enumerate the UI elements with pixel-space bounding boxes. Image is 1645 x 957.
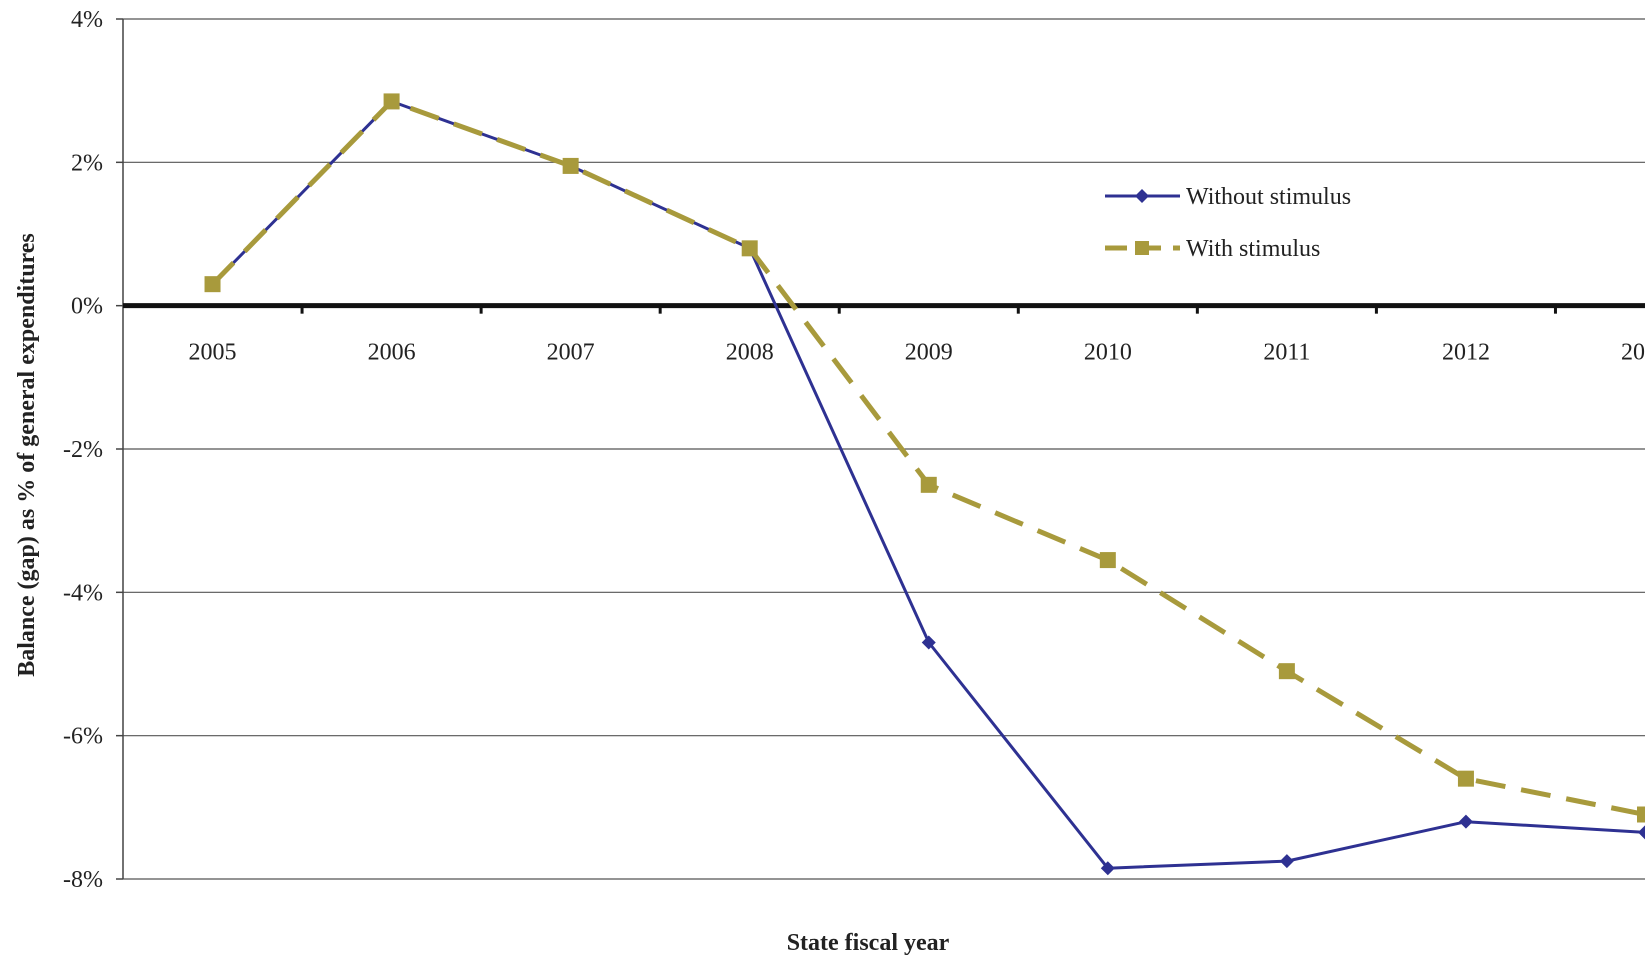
y-tick-label: -4% [63, 580, 103, 606]
x-tick-label: 2009 [905, 340, 953, 366]
data-point [1637, 806, 1645, 823]
legend-marker-square [1135, 241, 1149, 255]
x-tick-label: 2008 [726, 340, 774, 366]
series-layer [204, 93, 1645, 876]
data-point [1099, 552, 1116, 569]
data-point [1279, 854, 1294, 869]
data-point [1278, 663, 1295, 680]
y-tick-label: -6% [63, 724, 103, 750]
x-tick-label: 2007 [547, 340, 595, 366]
x-axis-title: State fiscal year [787, 930, 950, 956]
legend: Without stimulus With stimulus [1105, 184, 1351, 262]
y-tick-label: 4% [71, 7, 103, 33]
gridlines [123, 18, 1645, 880]
x-tick-label: 2006 [368, 340, 416, 366]
data-point [1100, 861, 1115, 876]
series-line-with-stimulus [210, 98, 1645, 817]
x-tick-label: 2011 [1263, 340, 1310, 366]
y-axis-ticks: 4% 2% 0% -2% -4% -6% -8% [63, 7, 123, 893]
series-with-stimulus [204, 93, 1645, 823]
y-tick-label: -8% [63, 867, 103, 893]
data-point [383, 93, 400, 110]
legend-marker-diamond [1135, 189, 1149, 203]
y-axis-title: Balance (gap) as % of general expenditur… [14, 233, 40, 677]
x-tick-label: 2005 [189, 340, 237, 366]
data-point [1638, 825, 1645, 840]
y-tick-label: 2% [71, 150, 103, 176]
legend-label-with-stimulus: With stimulus [1186, 236, 1320, 262]
data-point [741, 240, 758, 257]
y-tick-label: -2% [63, 437, 103, 463]
x-tick-label: 2013 [1621, 340, 1645, 366]
y-tick-label: 0% [71, 294, 103, 320]
data-point [921, 635, 936, 650]
x-tick-label: 2010 [1084, 340, 1132, 366]
x-tick-label: 2012 [1442, 340, 1490, 366]
legend-item-without-stimulus: Without stimulus [1105, 184, 1351, 210]
legend-item-with-stimulus: With stimulus [1105, 236, 1320, 262]
data-point [920, 476, 937, 493]
data-point [1457, 770, 1474, 787]
data-point [204, 276, 221, 293]
data-point [562, 157, 579, 174]
legend-label-without-stimulus: Without stimulus [1186, 184, 1351, 210]
x-axis-ticks: 2005 2006 2007 2008 2009 2010 2011 2012 2013 [189, 305, 1645, 366]
data-point [1458, 814, 1473, 829]
